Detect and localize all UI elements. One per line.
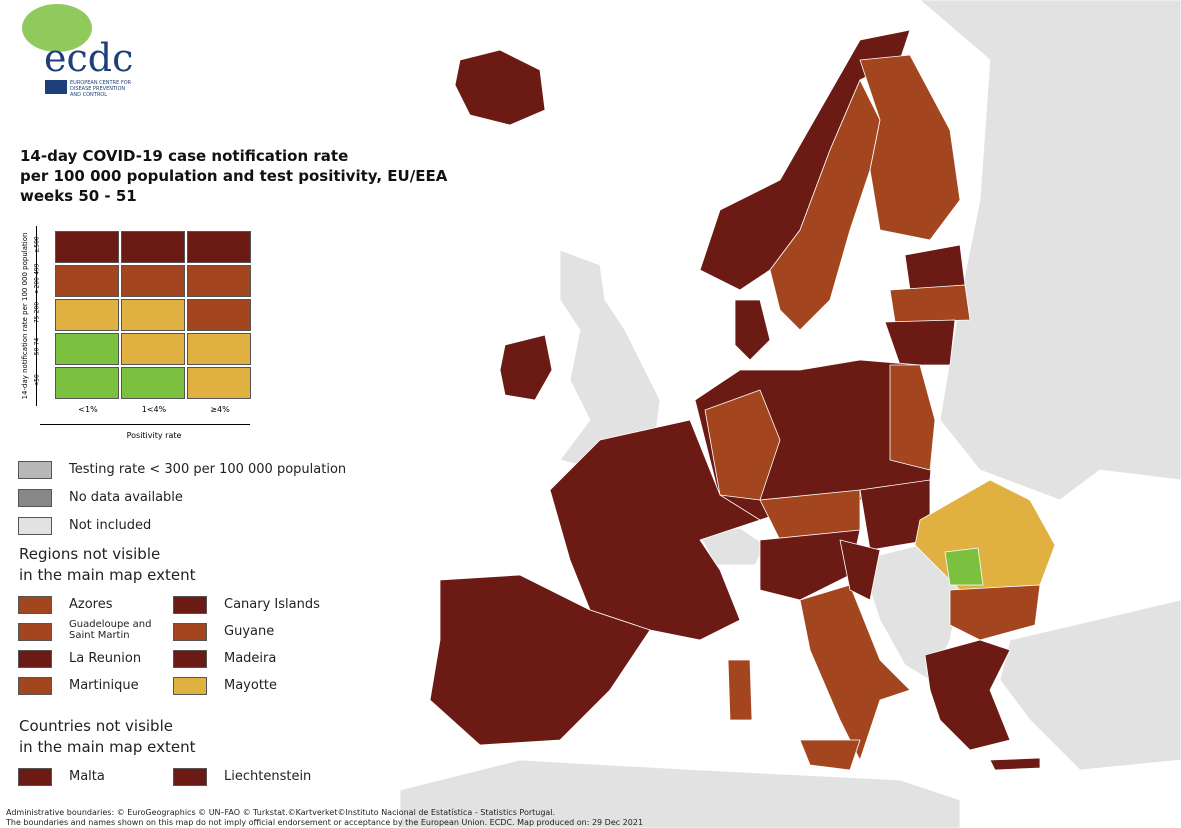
footer-line: The boundaries and names shown on this m… [6, 818, 644, 827]
italy-north [759, 529, 861, 601]
matrix-cell [121, 265, 185, 297]
region-label: Madeira [224, 651, 277, 666]
matrix-cell [55, 299, 119, 331]
region-label: Malta [69, 769, 105, 784]
romania-region [944, 547, 984, 586]
bulgaria [949, 584, 1041, 641]
finland [859, 54, 961, 241]
region-swatch [18, 650, 52, 668]
iceland [454, 49, 546, 126]
matrix-cell [121, 333, 185, 365]
france [549, 419, 761, 641]
estonia [904, 244, 966, 291]
title: 14-day COVID-19 case notification rate pe… [20, 146, 447, 206]
region-swatch [18, 623, 52, 641]
legend-swatch [18, 517, 52, 535]
matrix-cell [121, 231, 185, 263]
land-not-included [919, 0, 1181, 501]
logo-globe [22, 4, 92, 52]
eu-flag [45, 80, 67, 94]
region-label: La Reunion [69, 651, 142, 666]
column-label: <1% [78, 405, 98, 414]
matrix-cell [55, 333, 119, 365]
sardinia [727, 659, 753, 721]
croatia [839, 539, 881, 601]
sicily [799, 739, 861, 771]
region-label: Canary Islands [224, 597, 320, 612]
region-swatch [18, 768, 52, 786]
matrix-cell [55, 265, 119, 297]
section-title: Countries not visible [19, 717, 173, 735]
agency-line: AND CONTROL [70, 92, 108, 98]
italy-south [799, 584, 911, 761]
row-label: <50 [33, 374, 41, 387]
land-not-included [999, 599, 1181, 771]
ireland [499, 334, 553, 401]
region-swatch [173, 596, 207, 614]
column-label: 1<4% [141, 405, 167, 414]
y-axis-arrow [36, 226, 37, 406]
title-line: per 100 000 population and test positivi… [20, 167, 448, 185]
region-label: Azores [69, 597, 113, 612]
agency: EUROPEAN CENTRE FOR DISEASE PREVENTION AND… [70, 80, 131, 98]
matrix-cell [187, 333, 251, 365]
greece [924, 639, 1011, 751]
matrix-cell [121, 299, 185, 331]
matrix-cell [55, 367, 119, 399]
region-label: Liechtenstein [224, 769, 312, 784]
y-axis-label: 14-day notification rate per 100 000 pop… [21, 232, 29, 400]
footer: Administrative boundaries: © EuroGeograp… [6, 808, 643, 828]
region-label: Mayotte [224, 678, 278, 693]
region-swatch [173, 650, 207, 668]
region-swatch [173, 768, 207, 786]
matrix-cell [187, 265, 251, 297]
x-axis-label: Positivity rate [126, 431, 182, 440]
denmark [734, 299, 771, 361]
region-swatch [18, 596, 52, 614]
matrix-cell [187, 367, 251, 399]
region-label: Martinique [69, 678, 139, 693]
lithuania [884, 319, 956, 366]
matrix-cell [187, 231, 251, 263]
agency-line: DISEASE PREVENTION [70, 86, 126, 92]
logo-text: ecdc [44, 36, 134, 80]
region-label: Guyane [224, 624, 275, 639]
section-title: in the main map extent [19, 738, 196, 756]
legend-label: Testing rate < 300 per 100 000 populatio… [69, 462, 347, 477]
section-title: Regions not visible [19, 545, 161, 563]
footer-line: Administrative boundaries: © EuroGeograp… [6, 808, 556, 817]
title-line: weeks 50 - 51 [20, 187, 137, 205]
region-swatch [173, 623, 207, 641]
x-axis-arrow [40, 424, 250, 425]
region-swatch [18, 677, 52, 695]
latvia [889, 284, 971, 323]
column-label: ≥4% [210, 405, 230, 414]
germany-west [704, 389, 781, 501]
matrix-cell [55, 231, 119, 263]
legend-label: Not included [69, 518, 152, 533]
agency-line: EUROPEAN CENTRE FOR [70, 80, 132, 86]
legend-swatch [18, 461, 52, 479]
matrix-cell [121, 367, 185, 399]
land-not-included [399, 759, 961, 828]
crete [989, 757, 1041, 771]
poland-east [889, 364, 936, 471]
legend-swatch [18, 489, 52, 507]
legend-label: No data available [69, 490, 183, 505]
region-swatch [173, 677, 207, 695]
title-line: 14-day COVID-19 case notification rate [20, 147, 349, 165]
matrix-cell [187, 299, 251, 331]
region-label: Guadeloupe and Saint Martin [69, 619, 152, 641]
section-title: in the main map extent [19, 566, 196, 584]
iberia [429, 574, 651, 746]
